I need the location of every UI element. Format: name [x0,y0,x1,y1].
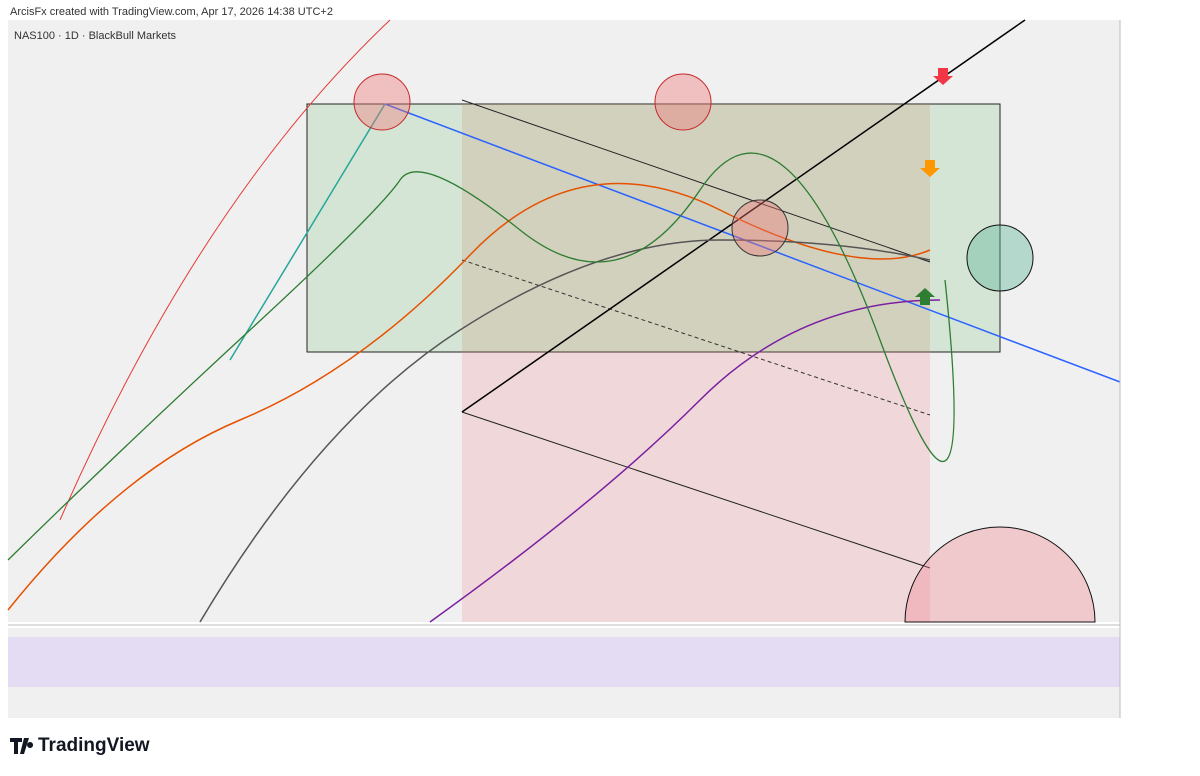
channel-line [461,99,931,263]
plot-bg [8,20,1120,622]
arrow-up [915,288,935,305]
channel-line [461,411,931,569]
symbol: NAS100 · 1D · BlackBull Markets [14,30,176,42]
marker-circle [654,73,712,131]
rsi-band [8,637,1120,687]
arrow-down [920,160,940,177]
logo [10,738,34,754]
trend-line [384,103,1121,383]
attribution: ArcisFx created with TradingView.com, Ap… [10,6,333,18]
zone-box [462,352,930,622]
marker-circle [353,73,411,131]
trend-line [461,19,1026,413]
trend-line [229,103,386,361]
ma-line [199,239,931,623]
marker-circle [731,199,789,257]
marker-circle [966,224,1034,292]
brand: TradingView [38,735,150,756]
range-box [306,103,1001,353]
ma-line [7,152,955,561]
channel-mid [461,259,931,416]
ma-line [7,182,931,611]
band-line [59,19,391,521]
ma-line [429,299,941,623]
price-axis [1120,20,1200,622]
marker-circle [904,526,1096,623]
arrow-down [933,68,953,85]
zone-box [462,104,930,352]
